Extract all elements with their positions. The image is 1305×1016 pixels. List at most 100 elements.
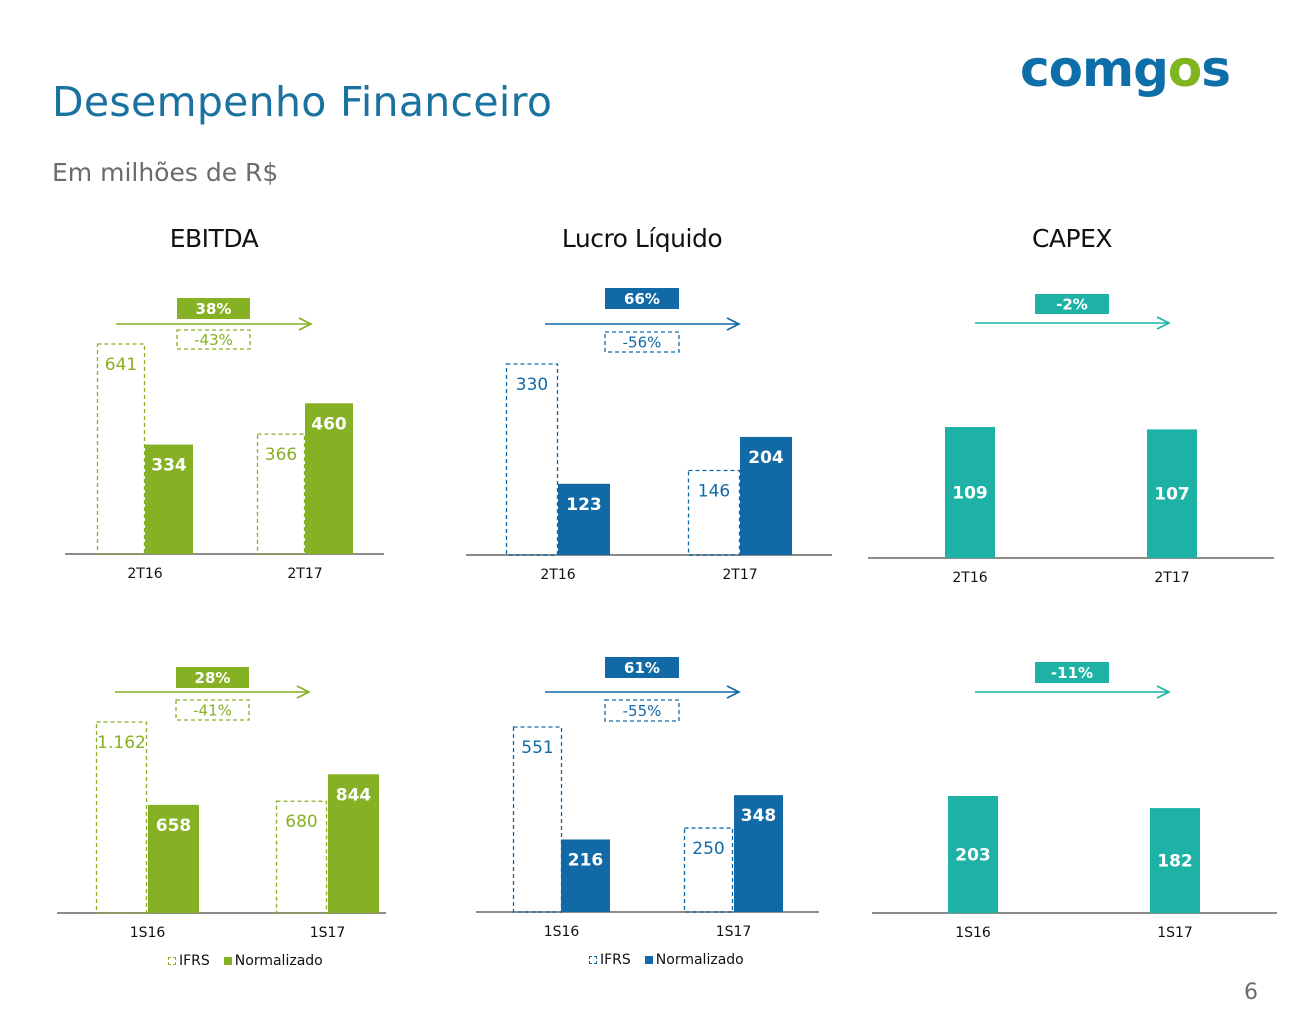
capex-semester-category-label-1S17: 1S17 [1157, 925, 1193, 941]
ebitda-quarter-bar-ifrs-2T16 [96, 343, 146, 555]
capex-semester-label-capex-1S16: 203 [955, 846, 991, 866]
ebitda-quarter-trend-arrow-head-icon [298, 317, 313, 331]
lucro-quarter-bar-ifrs-2T16 [505, 363, 559, 556]
ebitda-semester-ifrs-change-box [175, 699, 250, 721]
lucro-quarter-ifrs-change-box [604, 331, 680, 353]
lucro-quarter-change-badge [605, 288, 679, 309]
lucro-semester-change-badge-text: 61% [624, 659, 660, 677]
ebitda-semester-bar-ifrs-1S16 [95, 721, 148, 914]
legend-label-normalizado: Normalizado [234, 953, 323, 969]
capex-semester-category-label-1S16: 1S16 [955, 925, 991, 941]
chart-title-capex: CAPEX [1031, 224, 1113, 253]
lucro-quarter-change-badge-text: 66% [624, 290, 660, 308]
ebitda-semester-change-badge-text: 28% [195, 669, 231, 687]
chart-title-lucro: Lucro Líquido [561, 224, 723, 253]
lucro-semester-ifrs-change-text: -55% [623, 702, 662, 720]
lucro-quarter-ifrs-change-text: -56% [623, 334, 662, 352]
capex-quarter-label-capex-2T17: 107 [1154, 485, 1190, 505]
capex-quarter-change-badge-text: -2% [1056, 296, 1088, 314]
capex-quarter-category-label-2T17: 2T17 [1154, 570, 1189, 586]
logo-text-accent: o [1167, 40, 1202, 98]
legend-item-normalizado: Normalizado [223, 953, 323, 969]
lucro-quarter-label-ifrs-2T16: 330 [516, 375, 548, 395]
capex-quarter-bar-capex-2T17 [1147, 429, 1197, 558]
capex-semester-bar-capex-1S16 [948, 796, 998, 913]
ebitda-quarter-bar-normalizado-2T17 [305, 403, 353, 554]
ebitda-quarter-ifrs-change-text: -43% [194, 331, 233, 349]
capex-semester-label-capex-1S17: 182 [1157, 852, 1193, 872]
legend-item-ifrs: IFRS [589, 952, 631, 968]
lucro-semester-category-label-1S17: 1S17 [716, 924, 752, 940]
ebitda-semester-change-badge [176, 667, 249, 688]
ebitda-quarter-label-normalizado-2T17: 460 [311, 414, 347, 434]
capex-quarter-category-label-2T16: 2T16 [952, 570, 987, 586]
capex-quarter-bar-capex-2T16 [945, 427, 995, 558]
page-subtitle: Em milhões de R$ [52, 158, 279, 187]
lucro-semester-ifrs-change-box [604, 699, 680, 722]
ebitda-quarter-bar-ifrs-2T17 [256, 433, 306, 555]
lucro-semester-bar-ifrs-1S17 [683, 827, 734, 913]
ebitda-quarter-label-ifrs-2T17: 366 [265, 445, 297, 465]
capex-quarter-trend-arrow-head-icon [1156, 316, 1171, 330]
ebitda-quarter-change-badge [177, 298, 250, 319]
legend-swatch-ifrs [168, 957, 176, 965]
capex-semester-trend-arrow-head-icon [1156, 685, 1171, 699]
ebitda-quarter-label-normalizado-2T16: 334 [151, 456, 187, 476]
ebitda-semester-label-normalizado-1S17: 844 [336, 785, 372, 805]
ebitda-quarter-bar-normalizado-2T16 [145, 444, 193, 554]
lucro-quarter-category-label-2T17: 2T17 [722, 567, 757, 583]
legend-item-ifrs: IFRS [168, 953, 210, 969]
legend-label-ifrs: IFRS [179, 953, 210, 969]
legend-label-normalizado: Normalizado [655, 952, 744, 968]
legend-item-normalizado: Normalizado [644, 952, 744, 968]
ebitda-semester-category-label-1S17: 1S17 [310, 925, 346, 941]
lucro-semester-category-label-1S16: 1S16 [544, 924, 580, 940]
ebitda-quarter-category-label-2T17: 2T17 [287, 566, 322, 582]
legend-swatch-normalizado [644, 956, 653, 964]
legend-swatch-normalizado [223, 957, 232, 965]
lucro-semester-label-ifrs-1S17: 250 [692, 839, 724, 859]
lucro-quarter-bar-ifrs-2T17 [687, 469, 741, 556]
ebitda-semester-ifrs-change-text: -41% [193, 702, 232, 720]
ebitda-semester-label-normalizado-1S16: 658 [156, 816, 192, 836]
lucro-semester-bar-ifrs-1S16 [512, 726, 563, 913]
capex-semester-change-badge [1035, 662, 1109, 683]
ebitda-semester-label-ifrs-1S17: 680 [285, 812, 317, 832]
lucro-quarter-bar-normalizado-2T17 [740, 436, 792, 555]
ebitda-quarter-category-label-2T16: 2T16 [127, 566, 162, 582]
logo-text-main: comg [1020, 40, 1169, 98]
lucro-quarter-bar-normalizado-2T16 [558, 483, 610, 555]
lucro-quarter-label-normalizado-2T16: 123 [566, 495, 602, 515]
ebitda-quarter-label-ifrs-2T16: 641 [105, 355, 137, 375]
logo-text-tail: s [1201, 40, 1231, 98]
lucro-semester-label-normalizado-1S17: 348 [741, 806, 777, 826]
capex-semester-change-badge-text: -11% [1051, 664, 1093, 682]
lucro-quarter-category-label-2T16: 2T16 [540, 567, 575, 583]
page-number: 6 [1244, 980, 1258, 1005]
lucro-semester-label-normalizado-1S16: 216 [568, 850, 604, 870]
lucro-quarter-label-ifrs-2T17: 146 [698, 481, 730, 501]
ebitda-semester-bar-ifrs-1S17 [275, 800, 328, 914]
ebitda-semester-bar-normalizado-1S17 [328, 774, 379, 913]
lucro-quarter-trend-arrow-head-icon [726, 317, 741, 331]
lucro-semester-label-ifrs-1S16: 551 [521, 738, 553, 758]
ebitda-semester-bar-normalizado-1S16 [148, 804, 199, 913]
lucro-quarter-label-normalizado-2T17: 204 [748, 448, 784, 468]
ebitda-quarter-change-badge-text: 38% [196, 300, 232, 318]
legend-lucro: IFRS Normalizado [589, 952, 744, 968]
legend-ebitda: IFRS Normalizado [168, 953, 323, 969]
chart-title-ebitda: EBITDA [169, 224, 259, 253]
lucro-semester-bar-normalizado-1S17 [734, 795, 783, 912]
page-title: Desempenho Financeiro [52, 78, 553, 126]
lucro-semester-bar-normalizado-1S16 [561, 839, 610, 912]
capex-semester-bar-capex-1S17 [1150, 808, 1200, 913]
lucro-semester-trend-arrow-head-icon [726, 685, 741, 699]
ebitda-semester-category-label-1S16: 1S16 [130, 925, 166, 941]
ebitda-semester-trend-arrow-head-icon [296, 685, 311, 699]
comgas-logo: comgos [1020, 40, 1231, 98]
lucro-semester-change-badge [605, 657, 679, 678]
legend-label-ifrs: IFRS [600, 952, 631, 968]
capex-quarter-label-capex-2T16: 109 [952, 484, 988, 504]
capex-quarter-change-badge [1035, 294, 1109, 314]
